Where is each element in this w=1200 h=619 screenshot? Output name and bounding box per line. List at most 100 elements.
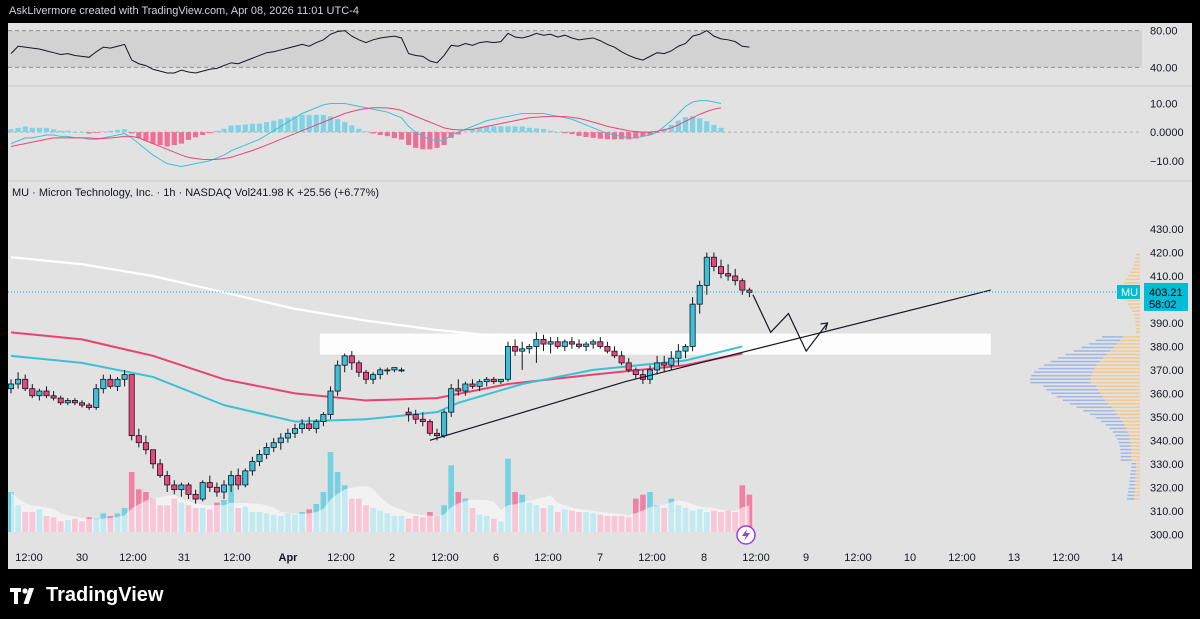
macd-histogram-bar xyxy=(136,132,142,138)
volume-profile-bar xyxy=(1101,420,1123,423)
macd-histogram-bar xyxy=(185,132,192,140)
rsi-level-label: 40.00 xyxy=(1150,62,1178,74)
volume-profile-bar xyxy=(1051,392,1100,394)
macd-histogram-bar xyxy=(29,127,35,133)
candle-body xyxy=(718,266,725,275)
volume-profile-bar xyxy=(1120,455,1132,458)
macd-histogram-bar xyxy=(264,122,270,133)
volume-profile-bar xyxy=(1088,343,1117,345)
candle-body xyxy=(590,341,597,345)
candle-body xyxy=(29,388,36,397)
volume-profile-bar xyxy=(1108,403,1140,405)
volume-profile-bar xyxy=(1130,469,1136,472)
candle-body xyxy=(334,364,341,392)
symbol-tag xyxy=(1117,284,1140,299)
candle-body xyxy=(149,449,156,465)
candle-body xyxy=(178,484,185,491)
candle-body xyxy=(284,432,291,439)
volume-profile-bar xyxy=(1135,324,1140,326)
volume-profile-bar xyxy=(1136,462,1140,465)
macd-histogram-bar xyxy=(640,132,646,137)
macd-histogram-bar xyxy=(583,132,589,138)
macd-histogram-bar xyxy=(143,132,149,141)
macd-histogram-bar xyxy=(235,124,241,133)
volume-profile-bar xyxy=(1127,491,1135,493)
macd-histogram-bar xyxy=(512,126,518,133)
candle-body xyxy=(50,395,57,399)
candle-body xyxy=(547,341,554,345)
candle-body xyxy=(171,484,178,491)
macd-histogram-bar xyxy=(533,128,539,133)
volume-profile-bar xyxy=(1131,448,1140,451)
candle-body xyxy=(476,381,483,387)
macd-histogram-bar xyxy=(214,130,220,133)
volume-profile-bar xyxy=(1081,346,1114,349)
candle-body xyxy=(689,303,696,347)
macd-histogram-bar xyxy=(72,132,78,133)
candle-body xyxy=(696,284,703,305)
chart-panel-background xyxy=(8,23,1192,569)
volume-profile-bar xyxy=(1095,339,1121,342)
volume-profile-bar xyxy=(1119,445,1131,447)
candle-body xyxy=(327,390,334,415)
macd-histogram-bar xyxy=(278,119,284,133)
candle-body xyxy=(526,346,533,350)
time-axis-label: 12:00 xyxy=(327,552,355,564)
volume-bar xyxy=(448,465,454,532)
macd-histogram-bar xyxy=(114,129,121,133)
volume-profile-bar xyxy=(1034,371,1093,373)
time-axis-label: 12:00 xyxy=(948,552,976,564)
candle-body xyxy=(306,423,313,430)
macd-histogram-bar xyxy=(611,132,618,140)
macd-histogram-bar xyxy=(477,127,483,133)
volume-profile-bar xyxy=(1128,484,1136,486)
volume-profile-bar xyxy=(1090,381,1140,384)
volume-profile-bar xyxy=(1130,473,1136,475)
macd-histogram-bar xyxy=(697,118,703,133)
macd-histogram-bar xyxy=(718,127,724,133)
candle-body xyxy=(561,341,568,347)
volume-profile-bar xyxy=(1120,452,1132,454)
time-axis-label: 12:00 xyxy=(638,552,666,564)
candle-body xyxy=(71,400,78,404)
volume-profile-bar xyxy=(1030,381,1091,384)
volume-profile-bar xyxy=(1073,350,1111,352)
time-axis-label: 10 xyxy=(904,552,916,564)
macd-histogram-bar xyxy=(597,132,603,139)
volume-profile-bar xyxy=(1135,480,1140,483)
volume-profile-bar xyxy=(1135,320,1140,323)
macd-histogram-bar xyxy=(292,116,298,133)
macd-histogram-bar xyxy=(221,128,227,133)
candle-body xyxy=(114,378,121,387)
candle-body xyxy=(732,275,739,282)
tradingview-brand[interactable]: TradingView xyxy=(10,584,163,607)
symbol-legend[interactable]: MU · Micron Technology, Inc. · 1h · NASD… xyxy=(12,187,380,199)
candle-body xyxy=(412,414,419,420)
volume-bar xyxy=(327,452,334,532)
macd-histogram-bar xyxy=(462,131,468,133)
macd-histogram-bar xyxy=(65,130,71,133)
macd-histogram-bar xyxy=(122,129,128,133)
projection-arrowhead xyxy=(820,322,829,331)
volume-profile-bar xyxy=(1131,452,1140,454)
time-axis-label: 12:00 xyxy=(15,552,43,564)
candle-body xyxy=(483,378,490,383)
candle-body xyxy=(313,421,320,430)
candle-body xyxy=(15,378,22,385)
macd-histogram-bar xyxy=(200,132,206,135)
time-axis-label: 12:00 xyxy=(119,552,147,564)
candle-body xyxy=(341,355,348,366)
indicator-badge-icon[interactable] xyxy=(736,525,756,545)
brand-name: TradingView xyxy=(46,584,164,606)
macd-histogram-bar xyxy=(491,126,497,133)
price-axis-label: 430.00 xyxy=(1150,224,1184,236)
rsi-level-label: 80.00 xyxy=(1150,26,1178,38)
macd-histogram-bar xyxy=(370,132,376,134)
candle-body xyxy=(533,338,540,347)
volume-profile-bar xyxy=(1135,327,1140,330)
volume-profile-bar xyxy=(1106,353,1140,356)
price-axis-label: 420.00 xyxy=(1150,248,1184,260)
time-axis-label: 12:00 xyxy=(534,552,562,564)
candle-body xyxy=(398,369,405,372)
